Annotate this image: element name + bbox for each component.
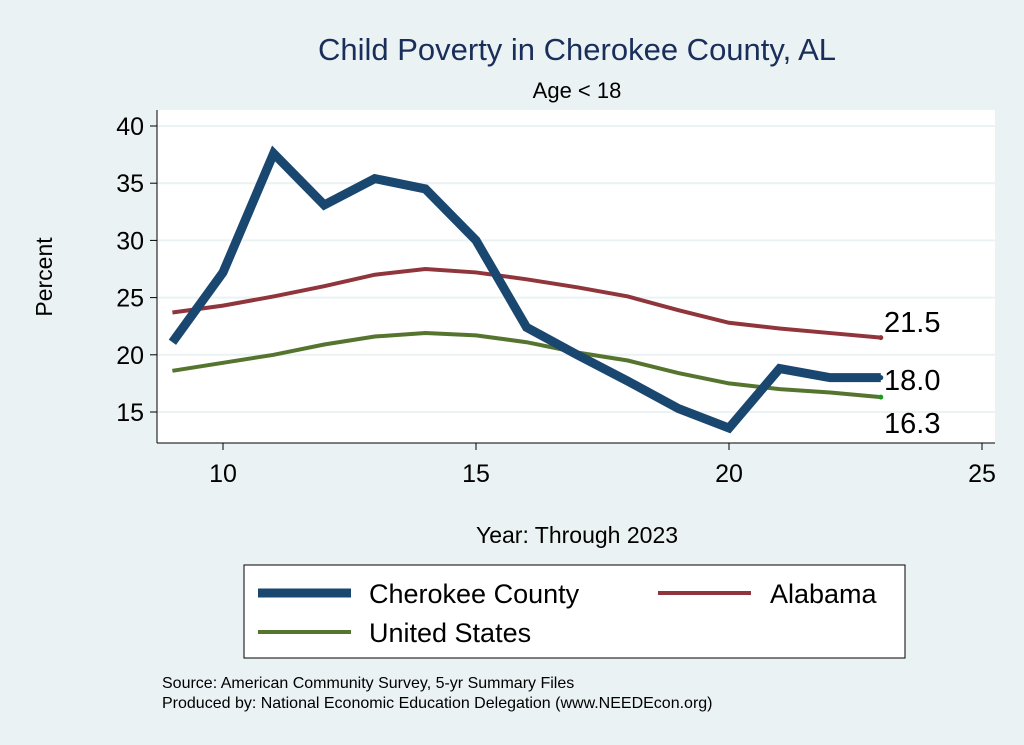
y-tick-label: 25 bbox=[116, 285, 144, 313]
plot-area bbox=[157, 110, 995, 443]
end-value-label: 18.0 bbox=[884, 365, 940, 397]
legend-box bbox=[243, 564, 906, 659]
series-line-cherokee-county bbox=[168, 145, 881, 434]
end-value-label: 21.5 bbox=[884, 307, 940, 339]
y-tick-label: 40 bbox=[116, 113, 144, 141]
chart-subtitle: Age < 18 bbox=[533, 78, 622, 103]
end-point-marker bbox=[878, 394, 884, 400]
y-tick-label: 15 bbox=[116, 399, 144, 427]
end-value-label: 16.3 bbox=[884, 408, 940, 440]
end-point-marker bbox=[878, 375, 884, 381]
legend-label: United States bbox=[369, 618, 531, 648]
series-line-alabama bbox=[172, 266, 881, 340]
x-axis-label: Year: Through 2023 bbox=[476, 522, 678, 548]
y-tick-label: 20 bbox=[116, 342, 144, 370]
legend-label: Alabama bbox=[770, 579, 878, 609]
legend: Cherokee County Alabama United States bbox=[258, 579, 878, 648]
source-note: Source: American Community Survey, 5-yr … bbox=[162, 675, 574, 692]
y-tick-label: 30 bbox=[116, 227, 144, 255]
producer-note: Produced by: National Economic Education… bbox=[162, 695, 713, 712]
chart-title: Child Poverty in Cherokee County, AL bbox=[318, 32, 836, 67]
end-point-marker bbox=[878, 335, 884, 341]
legend-label: Cherokee County bbox=[369, 579, 580, 609]
x-tick-label: 15 bbox=[462, 460, 490, 488]
x-tick-label: 20 bbox=[715, 460, 743, 488]
x-tick-label: 10 bbox=[209, 460, 237, 488]
y-tick-label: 35 bbox=[116, 170, 144, 198]
y-axis-label: Percent bbox=[31, 237, 57, 317]
x-tick-label: 25 bbox=[968, 460, 996, 488]
